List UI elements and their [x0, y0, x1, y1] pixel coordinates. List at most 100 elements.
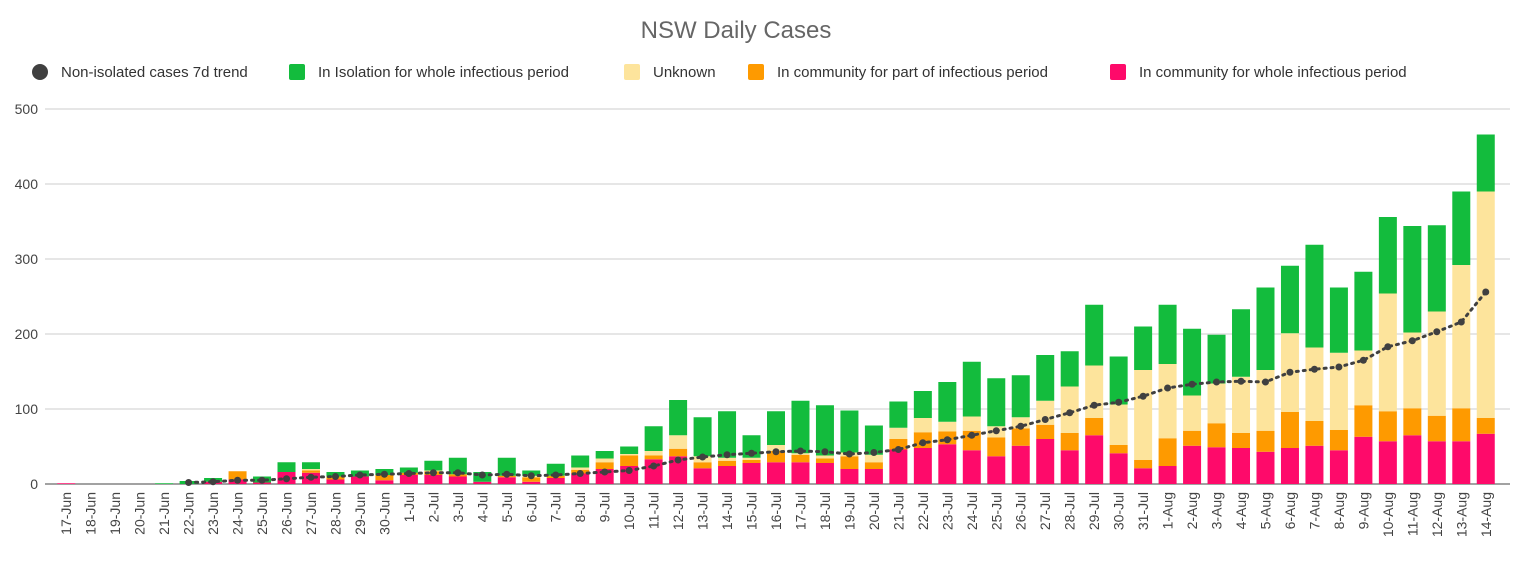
bar-segment [1232, 376, 1251, 433]
bar-segment [522, 477, 541, 482]
trend-point [968, 431, 976, 439]
x-tick-label: 27-Jun [303, 492, 319, 535]
bar-segment [840, 456, 859, 469]
bar-segment [742, 460, 761, 463]
bar-segment [864, 425, 883, 455]
y-tick-label: 0 [30, 476, 38, 492]
x-tick-label: 28-Jul [1062, 492, 1078, 530]
bar-segment [1403, 332, 1422, 409]
bar-segment [1476, 433, 1495, 484]
trend-point [1066, 409, 1074, 417]
bar-segment [962, 361, 981, 417]
x-tick-label: 28-Jun [327, 492, 343, 535]
bar-segment [1207, 383, 1226, 424]
bar-segment [1452, 191, 1471, 265]
x-tick-label: 4-Aug [1233, 492, 1249, 529]
x-tick-label: 29-Jul [1086, 492, 1102, 530]
bar-segment [1256, 287, 1275, 370]
bar-segment [1109, 404, 1128, 445]
bar-segment [497, 477, 516, 484]
bar-segment [1280, 448, 1299, 484]
bar-segment [1232, 309, 1251, 377]
bar-segment [595, 451, 614, 459]
x-tick-label: 25-Jun [254, 492, 270, 535]
bar-segment [375, 480, 394, 484]
y-tick-label: 300 [15, 251, 39, 267]
bar-segment [620, 455, 639, 466]
bar-segment [424, 460, 443, 471]
bar-segment [693, 417, 712, 457]
x-tick-label: 13-Jul [695, 492, 711, 530]
bar-segment [815, 405, 834, 456]
trend-point [1384, 343, 1392, 351]
bar-segment [1329, 287, 1348, 353]
x-tick-label: 12-Jul [670, 492, 686, 530]
x-tick-label: 1-Jul [401, 492, 417, 522]
bar-segment [1158, 364, 1177, 439]
bar-segment [1036, 424, 1055, 439]
bar-segment [1085, 365, 1104, 418]
bar-segment [1134, 326, 1153, 370]
bar-segment [669, 456, 688, 484]
bar-segment [1280, 265, 1299, 334]
trend-point [478, 471, 486, 479]
bar-segment [1232, 448, 1251, 484]
trend-point [1164, 384, 1172, 392]
bar-segment [595, 462, 614, 469]
trend-point [1017, 422, 1025, 430]
trend-point [796, 447, 804, 455]
y-tick-label: 200 [15, 326, 39, 342]
trend-point [625, 467, 633, 474]
x-tick-label: 11-Aug [1404, 492, 1420, 536]
bar-segment [1207, 334, 1226, 384]
bar-segment [57, 483, 76, 484]
bar-segment [301, 462, 320, 469]
trend-point [1115, 398, 1123, 406]
x-tick-label: 20-Jun [132, 492, 148, 535]
trend-point [1310, 365, 1318, 373]
x-tick-label: 14-Jul [719, 492, 735, 530]
x-tick-label: 16-Jul [768, 492, 784, 530]
bar-segment [1427, 441, 1446, 484]
bar-segment [669, 400, 688, 436]
bar-segment [1403, 408, 1422, 436]
x-tick-label: 31-Jul [1135, 492, 1151, 530]
x-tick-label: 19-Jul [841, 492, 857, 530]
bar-segment [448, 457, 467, 475]
bar-segment [1378, 441, 1397, 484]
x-tick-label: 5-Aug [1257, 492, 1273, 529]
bar-segment [889, 427, 908, 439]
x-tick-label: 29-Jun [352, 492, 368, 535]
bar-segment [301, 469, 320, 471]
bar-segment [962, 450, 981, 484]
bar-segment [1109, 445, 1128, 454]
x-tick-label: 5-Jul [499, 492, 515, 522]
x-tick-label: 7-Aug [1306, 492, 1322, 529]
bar-segment [815, 463, 834, 484]
bar-segment [742, 463, 761, 484]
bar-segment [767, 462, 785, 484]
bar-segment [742, 457, 761, 460]
legend-label: In community for part of infectious peri… [777, 64, 1048, 81]
bar-segment [767, 445, 785, 451]
bar-segment [718, 466, 737, 484]
bar-segment [1134, 370, 1153, 460]
x-tick-label: 24-Jul [964, 492, 980, 530]
bar-segment [571, 455, 590, 468]
bar-segment [1011, 428, 1030, 446]
bar-segment [987, 378, 1006, 427]
bar-segment [1158, 304, 1177, 364]
bar-segment [669, 448, 688, 457]
bar-segment [938, 382, 957, 422]
bar-segment [1060, 433, 1079, 451]
bar-segment [767, 451, 785, 463]
trend-point [1433, 328, 1441, 336]
trend-point [821, 448, 829, 456]
bar-segment [155, 483, 174, 484]
x-tick-label: 10-Jul [621, 492, 637, 530]
bar-segment [571, 473, 590, 484]
bar-segment [718, 457, 737, 461]
bar-segment [326, 479, 345, 484]
bar-segment [1036, 355, 1055, 401]
